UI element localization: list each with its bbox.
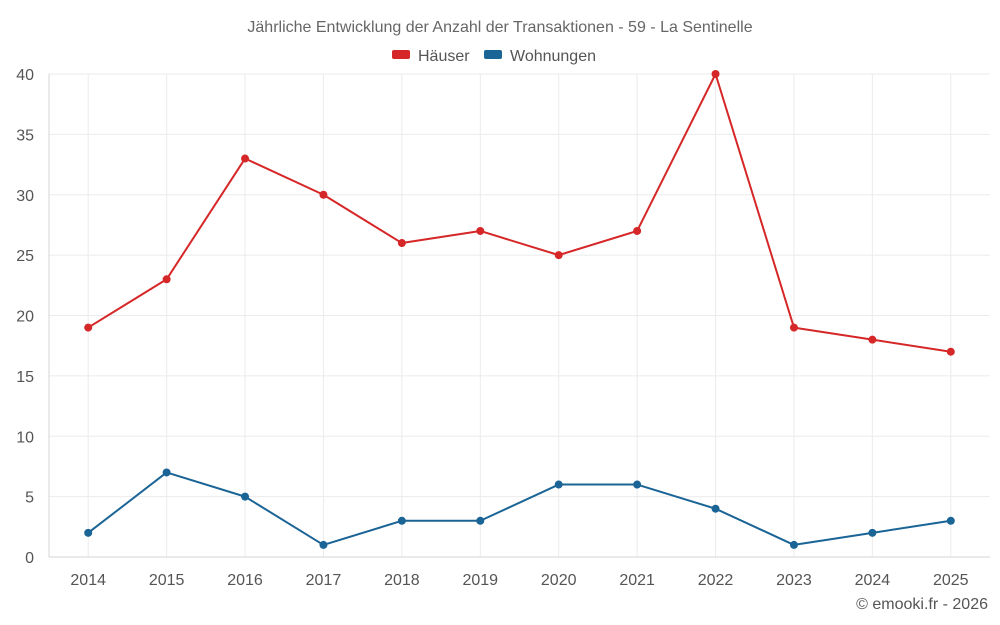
y-tick-label: 0	[25, 550, 34, 567]
data-point[interactable]	[946, 347, 955, 356]
y-tick-label: 10	[16, 429, 34, 446]
y-tick-label: 5	[25, 490, 34, 507]
series-wohnungen	[84, 468, 955, 549]
x-tick-label: 2019	[462, 572, 498, 589]
series	[84, 70, 955, 549]
legend-item-wohnungen[interactable]: Wohnungen	[484, 48, 596, 65]
series-line	[87, 471, 951, 546]
data-point[interactable]	[162, 468, 171, 477]
data-point[interactable]	[789, 323, 798, 332]
y-tick-label: 15	[16, 369, 34, 386]
data-point[interactable]	[319, 540, 328, 549]
x-tick-label: 2020	[541, 572, 577, 589]
x-tick-label: 2017	[306, 572, 342, 589]
chart-title: Jährliche Entwicklung der Anzahl der Tra…	[247, 19, 752, 36]
series-haeuser	[84, 70, 955, 356]
data-point[interactable]	[711, 70, 720, 78]
data-point[interactable]	[789, 540, 798, 549]
data-point[interactable]	[633, 480, 642, 489]
data-point[interactable]	[162, 275, 171, 284]
x-tick-label: 2016	[227, 572, 263, 589]
legend-swatch-haeuser	[392, 50, 410, 59]
data-point[interactable]	[868, 528, 877, 537]
data-point[interactable]	[397, 516, 406, 525]
y-tick-label: 25	[16, 248, 34, 265]
data-point[interactable]	[868, 335, 877, 344]
legend-label-haeuser: Häuser	[418, 48, 470, 65]
data-point[interactable]	[319, 190, 328, 199]
x-tick-label: 2021	[619, 572, 655, 589]
grid	[49, 73, 990, 557]
legend: Häuser Wohnungen	[392, 48, 596, 65]
x-tick-label: 2015	[149, 572, 185, 589]
data-point[interactable]	[711, 504, 720, 513]
y-tick-label: 40	[16, 67, 34, 84]
data-point[interactable]	[397, 239, 406, 248]
legend-swatch-wohnungen	[484, 50, 502, 59]
legend-label-wohnungen: Wohnungen	[510, 48, 596, 65]
series-line	[87, 73, 951, 353]
x-tick-label: 2022	[698, 572, 734, 589]
data-point[interactable]	[554, 480, 563, 489]
data-point[interactable]	[241, 154, 250, 163]
data-point[interactable]	[633, 226, 642, 235]
y-tick-label: 20	[16, 309, 34, 326]
data-point[interactable]	[84, 528, 93, 537]
legend-item-haeuser[interactable]: Häuser	[392, 48, 470, 65]
x-tick-label: 2024	[855, 572, 891, 589]
credit-text: © emooki.fr - 2026	[856, 596, 988, 613]
x-tick-label: 2025	[933, 572, 969, 589]
y-tick-label: 30	[16, 188, 34, 205]
x-tick-label: 2023	[776, 572, 812, 589]
data-point[interactable]	[946, 516, 955, 525]
data-point[interactable]	[476, 516, 485, 525]
x-tick-label: 2014	[70, 572, 106, 589]
data-point[interactable]	[84, 323, 93, 332]
data-point[interactable]	[554, 251, 563, 260]
x-tick-label: 2018	[384, 572, 420, 589]
data-point[interactable]	[476, 226, 485, 235]
data-point[interactable]	[241, 492, 250, 501]
y-tick-label: 35	[16, 127, 34, 144]
